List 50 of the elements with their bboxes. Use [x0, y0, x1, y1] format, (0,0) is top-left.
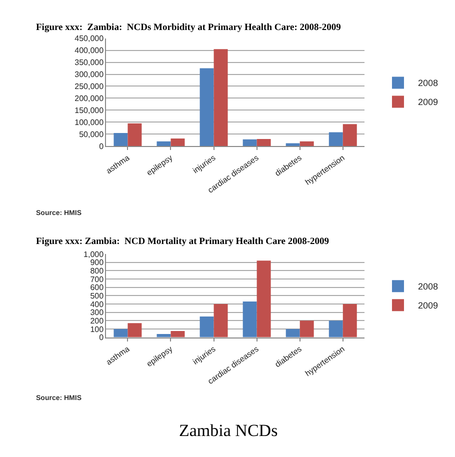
legend-label: 2009	[418, 300, 438, 311]
bar	[242, 301, 257, 338]
legend-label: 2008	[418, 282, 438, 292]
y-tick-label: 150,000	[74, 106, 104, 115]
bar	[256, 138, 271, 146]
bar	[342, 124, 357, 146]
y-tick-label: 0	[99, 142, 104, 151]
y-tick-label: 300,000	[74, 70, 104, 80]
y-tick-label: 350,000	[74, 58, 104, 68]
bar	[114, 132, 128, 146]
y-tick-label: 100,000	[74, 118, 104, 127]
y-tick-label: 300	[90, 308, 104, 318]
bar	[328, 132, 343, 146]
bar	[300, 320, 314, 338]
y-tick-label: 200	[90, 316, 104, 326]
y-tick-label: 50,000	[79, 130, 104, 139]
y-tick-label: 500	[90, 291, 104, 300]
y-tick-label: 250,000	[74, 82, 104, 92]
y-tick-label: 900	[90, 258, 104, 268]
bar	[128, 123, 142, 146]
chart-title: Figure xxx: Zambia: NCD Mortality at Primary Health Care 2008-2009	[36, 237, 330, 247]
y-tick-label: 1,000	[84, 250, 104, 259]
bar	[214, 304, 228, 338]
bar	[256, 260, 271, 338]
bar	[114, 328, 128, 338]
bar	[156, 141, 171, 146]
y-tick-label: 600	[90, 283, 104, 292]
legend-label: 2009	[418, 97, 438, 108]
chart-title: Figure xxx: Zambia: NCDs Morbidity at Primary Health Care: 2008-2009	[36, 23, 342, 33]
bar	[328, 320, 343, 338]
bar	[170, 138, 185, 146]
legend-label: 2008	[418, 78, 438, 88]
bar	[242, 139, 257, 146]
y-tick-label: 800	[90, 266, 104, 276]
bar	[300, 141, 314, 146]
bar	[200, 68, 214, 146]
y-tick-label: 450,000	[74, 34, 104, 44]
y-tick-label: 700	[90, 274, 104, 284]
y-tick-label: 0	[99, 333, 104, 342]
y-tick-label: 100	[90, 324, 104, 334]
bar	[128, 323, 142, 338]
y-tick-label: 200,000	[74, 94, 104, 104]
text: Zambia NCDs	[179, 421, 278, 440]
y-tick-label: 400,000	[74, 46, 104, 56]
bar	[342, 304, 357, 338]
bar	[200, 316, 214, 338]
bar	[286, 328, 300, 338]
y-tick-label: 400	[90, 300, 104, 309]
bar	[214, 49, 228, 146]
bar	[170, 331, 185, 338]
